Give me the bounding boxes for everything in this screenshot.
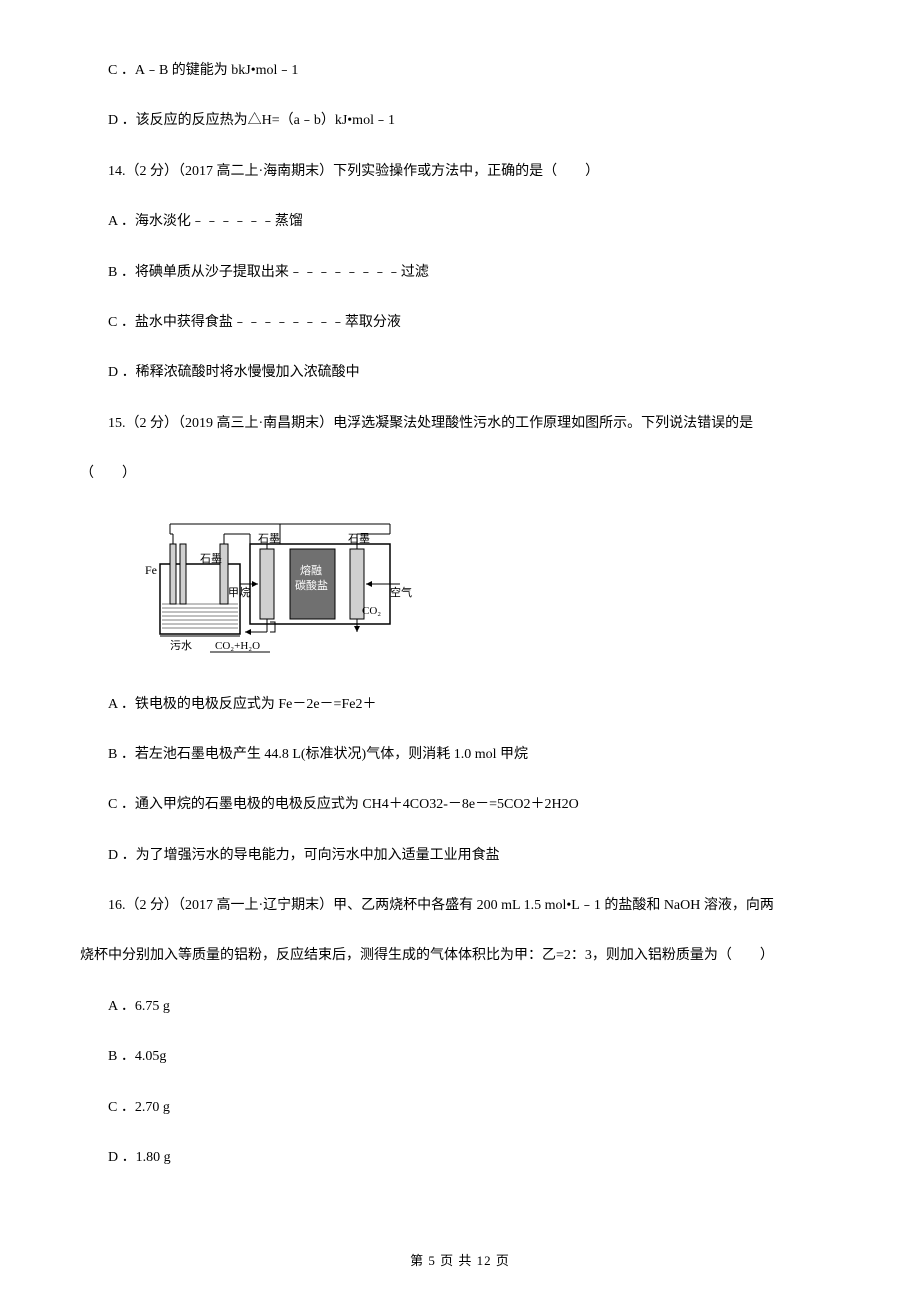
q14-option-b: B ．将碘单质从沙子提取出来﹣﹣﹣﹣﹣﹣﹣﹣过滤 — [80, 262, 840, 284]
q16-option-c: C ．2.70 g — [80, 1097, 840, 1119]
q15-diagram: Fe石墨污水CO₂+H₂O石墨石墨熔融碳酸盐甲烷空气CO₂ — [140, 514, 840, 664]
q13-option-d: D ．该反应的反应热为△H=（a﹣b）kJ•mol﹣1 — [80, 110, 840, 132]
q16-option-a: A ．6.75 g — [80, 996, 840, 1018]
svg-text:石墨: 石墨 — [348, 532, 370, 545]
svg-text:CO₂+H₂O: CO₂+H₂O — [215, 640, 260, 652]
q16-option-b: B ．4.05g — [80, 1046, 840, 1068]
q15-stem-line2: （ ） — [80, 463, 840, 485]
q15-option-b: B ．若左池石墨电极产生 44.8 L(标准状况)气体，则消耗 1.0 mol … — [80, 744, 840, 766]
svg-text:污水: 污水 — [170, 639, 192, 652]
svg-text:石墨: 石墨 — [200, 552, 222, 565]
svg-text:CO₂: CO₂ — [362, 605, 381, 617]
q14-option-c: C ．盐水中获得食盐﹣﹣﹣﹣﹣﹣﹣﹣萃取分液 — [80, 312, 840, 334]
q14-option-a: A ．海水淡化﹣﹣﹣﹣﹣﹣蒸馏 — [80, 211, 840, 233]
svg-text:空气: 空气 — [390, 585, 412, 599]
q16-option-d: D ．1.80 g — [80, 1147, 840, 1169]
svg-text:碳酸盐: 碳酸盐 — [295, 578, 328, 592]
svg-text:石墨: 石墨 — [258, 532, 280, 545]
q14-option-d: D ．稀释浓硫酸时将水慢慢加入浓硫酸中 — [80, 362, 840, 384]
svg-text:甲烷: 甲烷 — [228, 585, 250, 599]
q14-stem: 14.（2 分）（2017 高二上·海南期末）下列实验操作或方法中，正确的是（ … — [80, 161, 840, 183]
svg-text:Fe: Fe — [145, 563, 157, 577]
electrolysis-diagram: Fe石墨污水CO₂+H₂O石墨石墨熔融碳酸盐甲烷空气CO₂ — [140, 514, 420, 664]
q16-stem-line2: 烧杯中分别加入等质量的铝粉，反应结束后，测得生成的气体体积比为甲：乙=2：3，则… — [80, 945, 840, 967]
q13-option-c: C ．A﹣B 的键能为 bkJ•mol﹣1 — [80, 60, 840, 82]
q15-option-a: A ．铁电极的电极反应式为 Fe－2e－=Fe2＋ — [80, 694, 840, 716]
svg-text:熔融: 熔融 — [300, 563, 322, 577]
page-footer: 第 5 页 共 12 页 — [0, 1251, 920, 1272]
q15-option-d: D ．为了增强污水的导电能力，可向污水中加入适量工业用食盐 — [80, 845, 840, 867]
q16-stem-line1: 16.（2 分）（2017 高一上·辽宁期末）甲、乙两烧杯中各盛有 200 mL… — [80, 895, 840, 917]
q15-stem-line1: 15.（2 分）（2019 高三上·南昌期末）电浮选凝聚法处理酸性污水的工作原理… — [80, 413, 840, 435]
q15-option-c: C ．通入甲烷的石墨电极的电极反应式为 CH4＋4CO32-－8e－=5CO2＋… — [80, 794, 840, 816]
